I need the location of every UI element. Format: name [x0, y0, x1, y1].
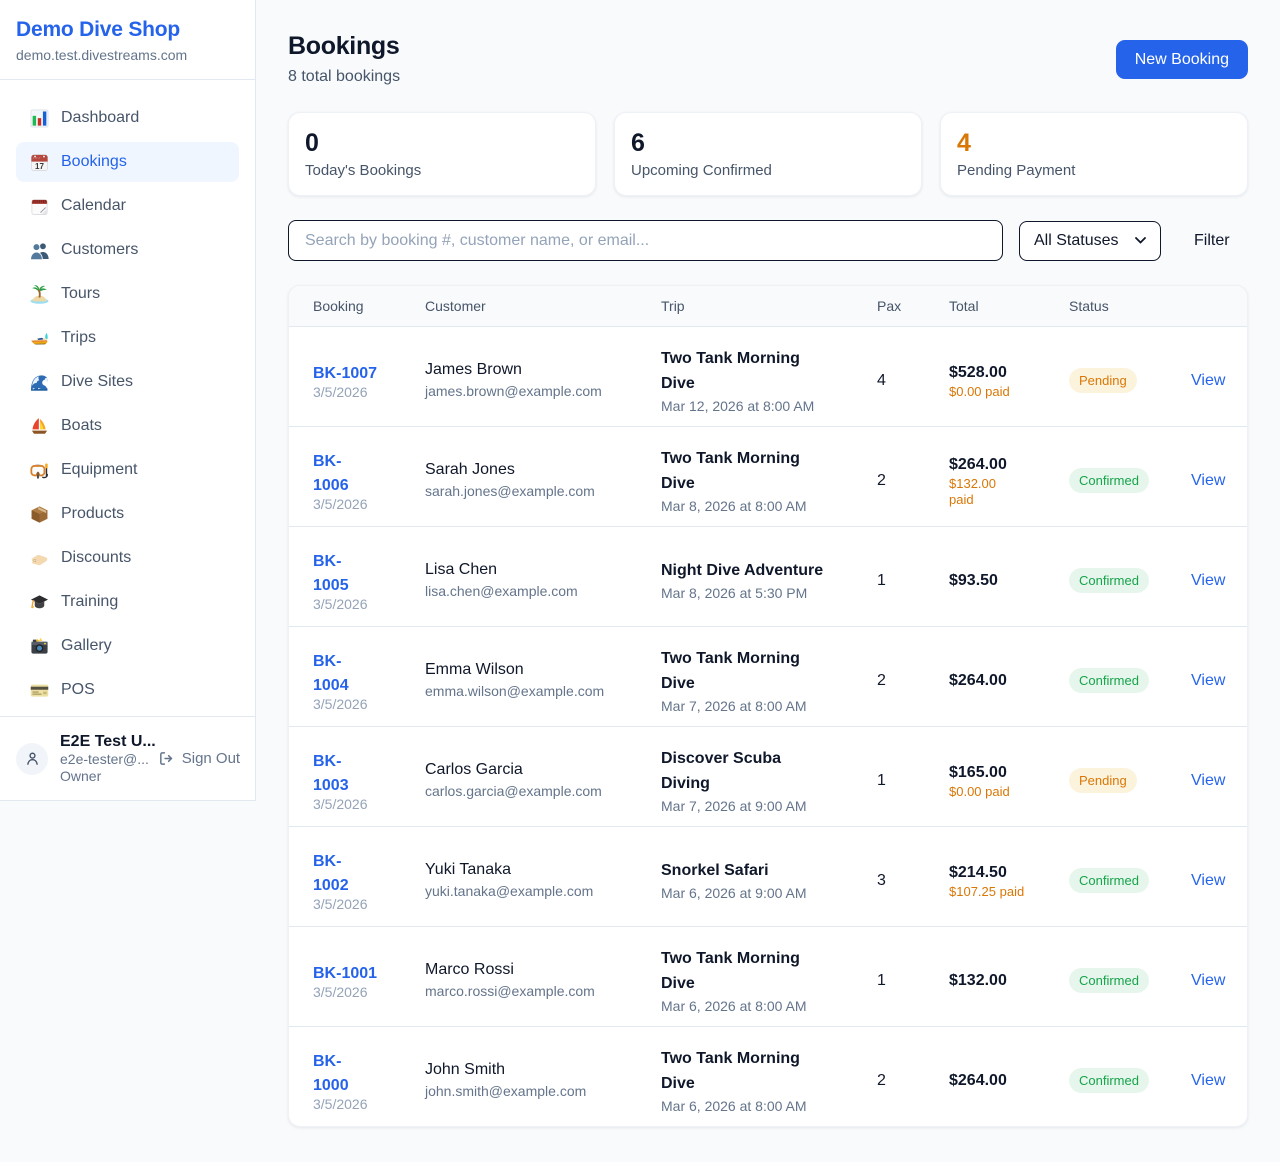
svg-text:17: 17 [35, 161, 44, 170]
